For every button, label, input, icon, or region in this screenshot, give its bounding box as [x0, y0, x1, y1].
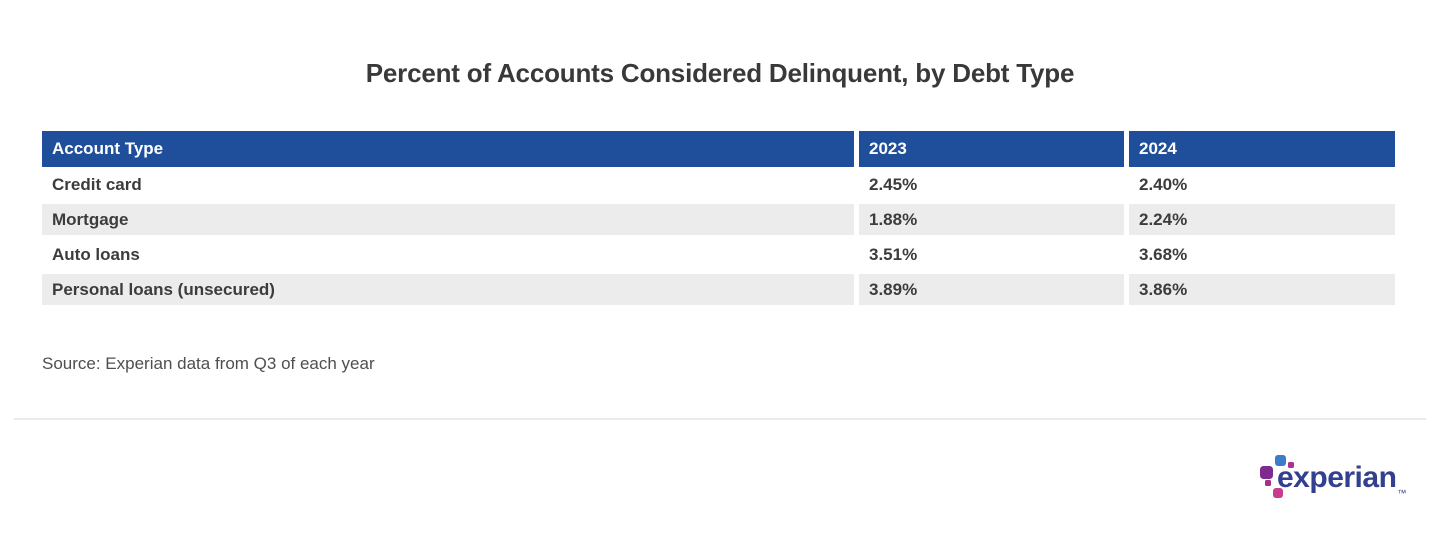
logo-dot-blue-icon	[1275, 455, 1286, 466]
table-row: Credit card 2.45% 2.40%	[42, 167, 1395, 202]
source-note: Source: Experian data from Q3 of each ye…	[42, 354, 375, 373]
cell-2024-value: 2.24%	[1124, 202, 1395, 237]
cell-account-type: Credit card	[42, 167, 854, 202]
column-header-2024: 2024	[1124, 131, 1395, 167]
cell-2024-value: 3.86%	[1124, 272, 1395, 307]
cell-account-type: Personal loans (unsecured)	[42, 272, 854, 307]
trademark-symbol: ™	[1397, 488, 1406, 498]
experian-wordmark: experian™	[1277, 460, 1406, 502]
page-title: Percent of Accounts Considered Delinquen…	[365, 58, 1075, 88]
cell-2024-value: 3.68%	[1124, 237, 1395, 272]
delinquency-table-container: Account Type 2023 2024 Credit card 2.45%…	[42, 131, 1395, 307]
cell-2024-value: 2.40%	[1124, 167, 1395, 202]
table-row: Mortgage 1.88% 2.24%	[42, 202, 1395, 237]
table-header-row: Account Type 2023 2024	[42, 131, 1395, 167]
experian-logo: experian™	[1256, 450, 1406, 510]
footer-divider	[14, 418, 1426, 420]
column-header-2023: 2023	[854, 131, 1124, 167]
table-row: Auto loans 3.51% 3.68%	[42, 237, 1395, 272]
logo-dot-magenta-small-icon	[1265, 480, 1271, 486]
logo-dot-magenta-icon	[1288, 462, 1294, 468]
cell-2023-value: 3.51%	[854, 237, 1124, 272]
cell-2023-value: 3.89%	[854, 272, 1124, 307]
cell-2023-value: 1.88%	[854, 202, 1124, 237]
cell-account-type: Mortgage	[42, 202, 854, 237]
experian-wordmark-text: experian	[1277, 461, 1397, 494]
logo-dot-pink-icon	[1273, 488, 1283, 498]
delinquency-table: Account Type 2023 2024 Credit card 2.45%…	[42, 131, 1395, 307]
cell-account-type: Auto loans	[42, 237, 854, 272]
cell-2023-value: 2.45%	[854, 167, 1124, 202]
table-row: Personal loans (unsecured) 3.89% 3.86%	[42, 272, 1395, 307]
column-header-account-type: Account Type	[42, 131, 854, 167]
logo-dot-purple-icon	[1260, 466, 1273, 479]
